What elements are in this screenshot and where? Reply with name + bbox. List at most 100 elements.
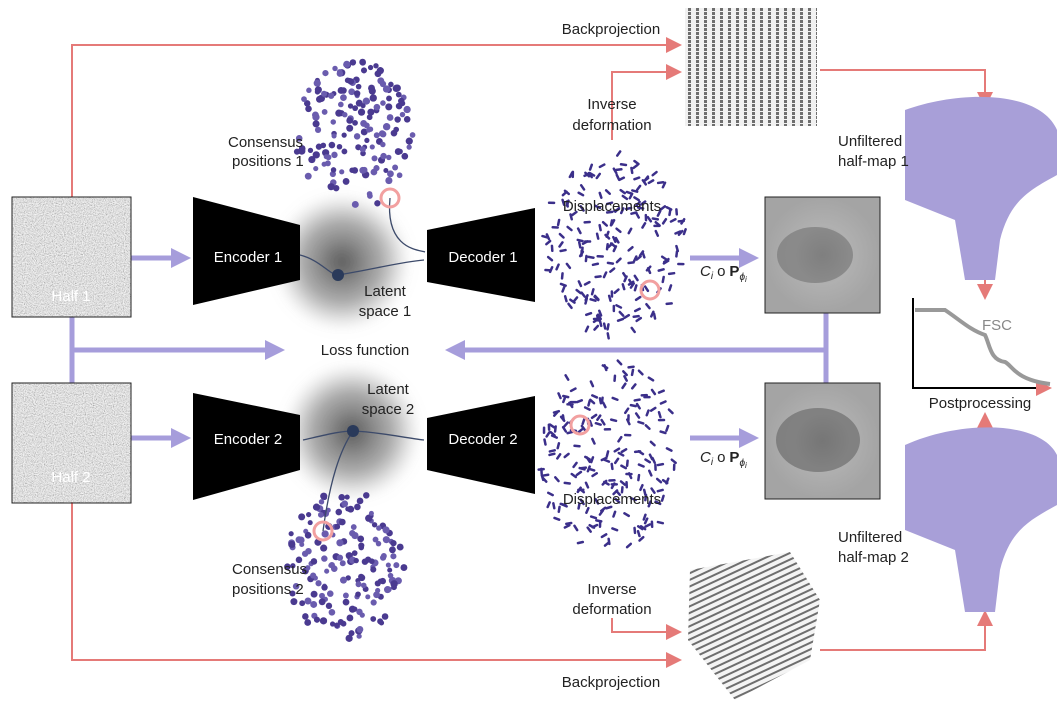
consensus-point xyxy=(357,498,364,505)
displacement xyxy=(649,378,653,381)
displacement xyxy=(618,437,621,441)
displacement xyxy=(574,463,577,467)
projection-blob xyxy=(776,408,860,472)
consensus-point xyxy=(298,513,305,520)
consensus-point xyxy=(354,558,359,563)
consensus-point xyxy=(354,504,361,511)
consensus-point xyxy=(342,112,347,117)
consensus-point xyxy=(316,96,323,103)
consensus-point xyxy=(329,609,336,616)
displacement xyxy=(669,273,674,274)
displacement xyxy=(590,165,592,170)
label: half-map 1 xyxy=(838,153,909,170)
displacement xyxy=(672,460,676,463)
displacement xyxy=(662,257,666,260)
consensus-point xyxy=(330,621,335,626)
consensus-point xyxy=(356,84,362,90)
consensus-point xyxy=(393,562,399,568)
consensus-point xyxy=(340,560,346,566)
consensus-point xyxy=(322,70,328,76)
displacement xyxy=(565,454,569,457)
consensus-point xyxy=(372,155,378,161)
displacement xyxy=(617,229,621,232)
displacement xyxy=(565,296,566,301)
displacement xyxy=(591,517,596,519)
consensus-point xyxy=(368,126,373,131)
consensus-point xyxy=(368,65,373,70)
consensus-point xyxy=(320,545,327,552)
consensus-point xyxy=(328,93,334,99)
displacement xyxy=(552,436,557,438)
consensus-point xyxy=(358,542,364,548)
displacement xyxy=(596,423,601,424)
displacement xyxy=(635,400,640,401)
displacement xyxy=(592,439,594,444)
displacement xyxy=(591,382,593,387)
consensus-point xyxy=(373,591,380,598)
consensus-point xyxy=(329,142,336,149)
displacement xyxy=(612,528,617,530)
displacement xyxy=(636,413,639,417)
displacement xyxy=(578,542,583,543)
consensus-point xyxy=(340,94,347,101)
displacement xyxy=(667,303,672,304)
displacement xyxy=(560,242,563,246)
consensus-point xyxy=(331,152,337,158)
consensus-point xyxy=(337,144,343,150)
label: deformation xyxy=(572,601,651,618)
displacement xyxy=(629,247,633,250)
label: Inverse xyxy=(587,581,636,598)
consensus-point xyxy=(356,581,362,587)
displacement xyxy=(560,234,564,237)
consensus-point xyxy=(346,117,353,124)
displacement xyxy=(615,459,618,463)
displacement xyxy=(603,222,607,225)
displacement xyxy=(585,457,589,459)
displacement xyxy=(684,229,686,234)
consensus-point xyxy=(334,524,340,530)
consensus-point xyxy=(410,132,416,138)
label: Latent xyxy=(367,381,410,398)
displacement xyxy=(637,186,640,190)
displacement xyxy=(644,178,648,181)
displacement xyxy=(621,466,625,468)
displacement xyxy=(610,269,614,272)
consensus-point xyxy=(319,598,326,605)
displacement xyxy=(646,304,649,308)
label: space 1 xyxy=(359,303,412,320)
displacement xyxy=(669,410,673,413)
consensus-point xyxy=(384,586,391,593)
displacement xyxy=(679,221,684,222)
displacement xyxy=(592,395,597,397)
consensus-point xyxy=(324,154,329,159)
consensus-point xyxy=(315,127,321,133)
displacement xyxy=(608,324,609,329)
displacement xyxy=(636,297,640,300)
consensus-point xyxy=(352,120,358,126)
consensus-point xyxy=(351,532,358,539)
consensus-point xyxy=(290,598,297,605)
label: Loss function xyxy=(321,342,409,359)
consensus-point xyxy=(315,580,321,586)
consensus-point xyxy=(337,555,343,561)
consensus-point xyxy=(367,191,373,197)
consensus-point xyxy=(360,120,367,127)
consensus-point xyxy=(393,127,399,133)
displacement xyxy=(592,289,593,294)
consensus-point xyxy=(337,69,343,75)
displacement xyxy=(559,507,560,512)
displacement xyxy=(615,290,619,293)
displacement xyxy=(639,371,643,375)
consensus-point xyxy=(387,114,394,121)
displacement xyxy=(555,477,558,481)
latent-point xyxy=(347,425,359,437)
consensus-point xyxy=(315,89,320,94)
displacement xyxy=(585,174,590,176)
displacement xyxy=(661,401,666,403)
consensus-point xyxy=(376,541,381,546)
displacement xyxy=(629,367,634,368)
label: Half 2 xyxy=(51,469,90,486)
projection-blob xyxy=(777,227,853,283)
label: Decoder 1 xyxy=(448,249,517,266)
displacement xyxy=(559,393,561,398)
